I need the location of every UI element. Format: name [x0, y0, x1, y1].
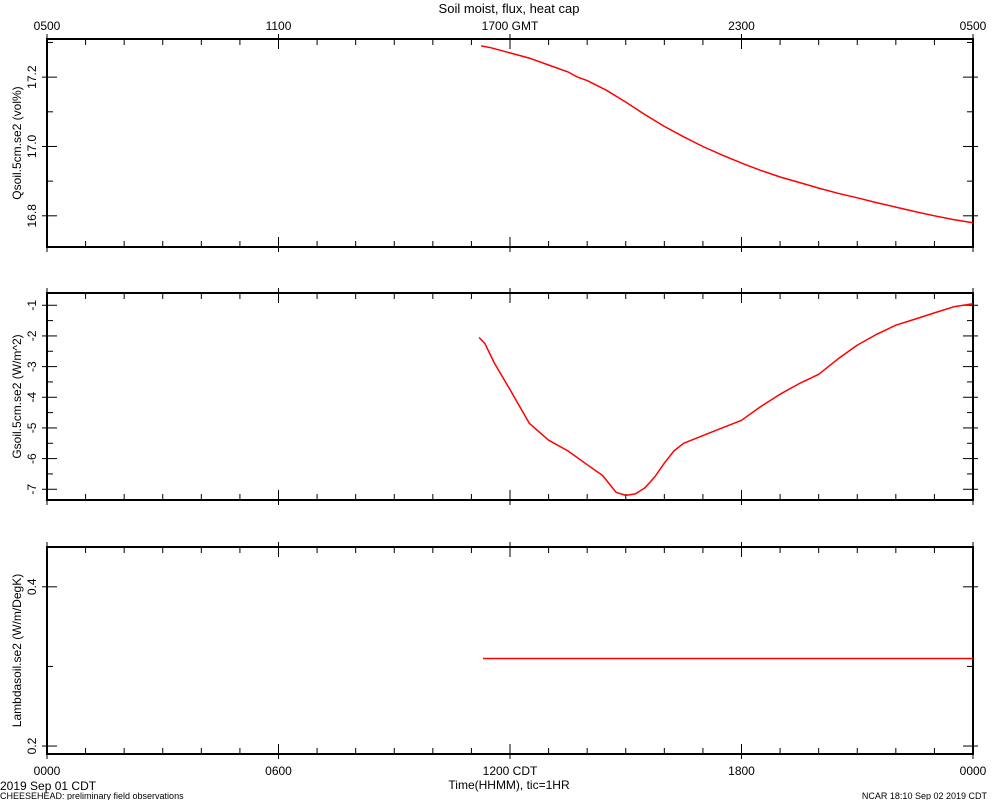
bottom-tick-label: 1800	[728, 764, 755, 778]
y-axis-label: Qsoil.5cm.se2 (vol%)	[10, 86, 24, 199]
y-tick-label: -1	[25, 300, 39, 311]
top-tick-label: 0500	[960, 19, 987, 33]
bottom-tick-label: 0600	[265, 764, 292, 778]
bottom-tick-label: 0000	[960, 764, 987, 778]
top-tick-label: 1100	[266, 19, 292, 33]
y-tick-label: -6	[25, 453, 39, 464]
plot-frame	[46, 546, 974, 755]
y-tick-label: -4	[25, 392, 39, 403]
soil-heat-flux-panel: -7 -6 -5 -4 -3 -2 -1 Gsoil.5cm.se2 (W/m^2)	[10, 288, 978, 505]
plot-frame	[46, 38, 974, 248]
plot-frame	[46, 292, 974, 501]
footer-date: 2019 Sep 01 CDT	[0, 779, 97, 793]
x-axis-title: Time(HHMM), tic=1HR	[448, 778, 570, 792]
y-tick-label: -3	[25, 361, 39, 372]
series-line	[478, 302, 974, 497]
footer-credit: NCAR 18:10 Sep 02 2019 CDT	[862, 791, 988, 800]
series-line	[480, 45, 974, 224]
footer-note: CHEESEHEAD: preliminary field observatio…	[0, 791, 184, 800]
y-tick-label: 16.8	[25, 204, 39, 228]
y-tick-label: 0.4	[25, 578, 39, 595]
y-tick-label: -7	[25, 484, 39, 495]
top-tick-label: 2300	[728, 19, 755, 33]
top-tick-label: 1700 GMT	[482, 19, 539, 33]
y-tick-label: 0.2	[25, 737, 39, 754]
y-tick-label: -5	[25, 422, 39, 433]
top-tick-label: 0500	[34, 19, 61, 33]
y-axis-label: Lambdasoil.se2 (W/m/DegK)	[10, 574, 24, 727]
chart-title: Soil moist, flux, heat cap	[439, 1, 580, 16]
y-tick-label: 17.0	[25, 134, 39, 158]
y-tick-label: -2	[25, 330, 39, 341]
y-tick-label: 17.2	[25, 65, 39, 89]
bottom-tick-label: 0000	[34, 764, 61, 778]
y-axis-label: Gsoil.5cm.se2 (W/m^2)	[10, 334, 24, 458]
bottom-time-axis-cdt: 0000 0600 1200 CDT 1800 0000	[34, 764, 987, 778]
bottom-tick-label: 1200 CDT	[483, 764, 538, 778]
top-time-axis-gmt: 0500 1100 1700 GMT 2300 0500	[34, 19, 987, 33]
